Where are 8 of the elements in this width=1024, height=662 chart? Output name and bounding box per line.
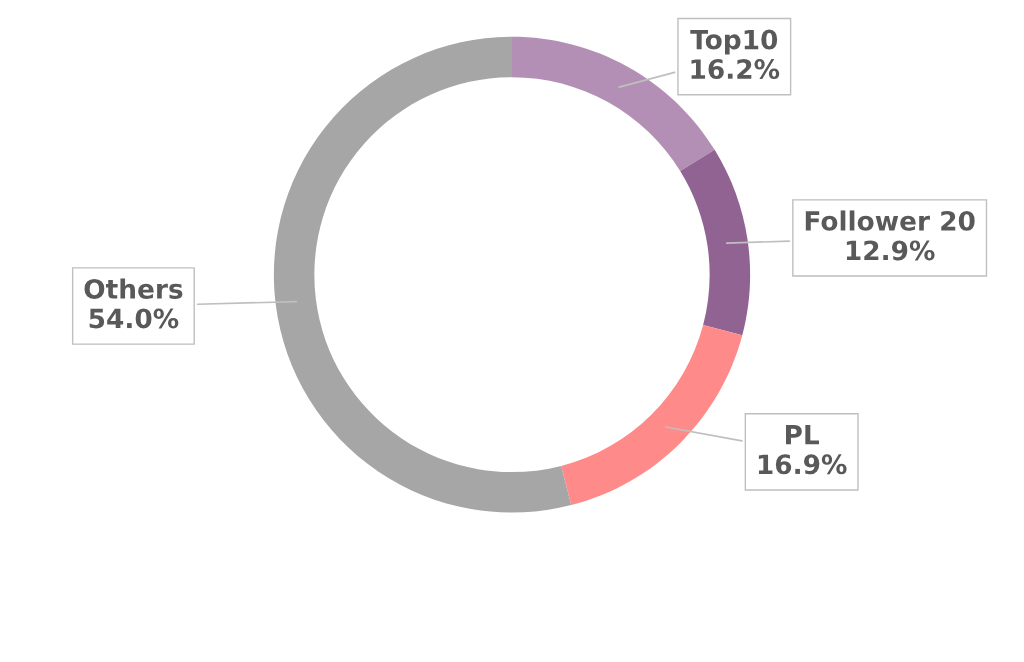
slice-label: PL — [786, 425, 820, 445]
slice-label: Top10 — [690, 29, 778, 55]
data-label: 16.9% — [758, 454, 847, 475]
data-label: 16.2% — [691, 59, 780, 80]
slice-label: Others — [84, 278, 183, 299]
data-label: 54.0% — [89, 308, 179, 329]
slice-label: Follower 20 — [805, 210, 975, 231]
data-label: 12.9% — [846, 240, 935, 261]
